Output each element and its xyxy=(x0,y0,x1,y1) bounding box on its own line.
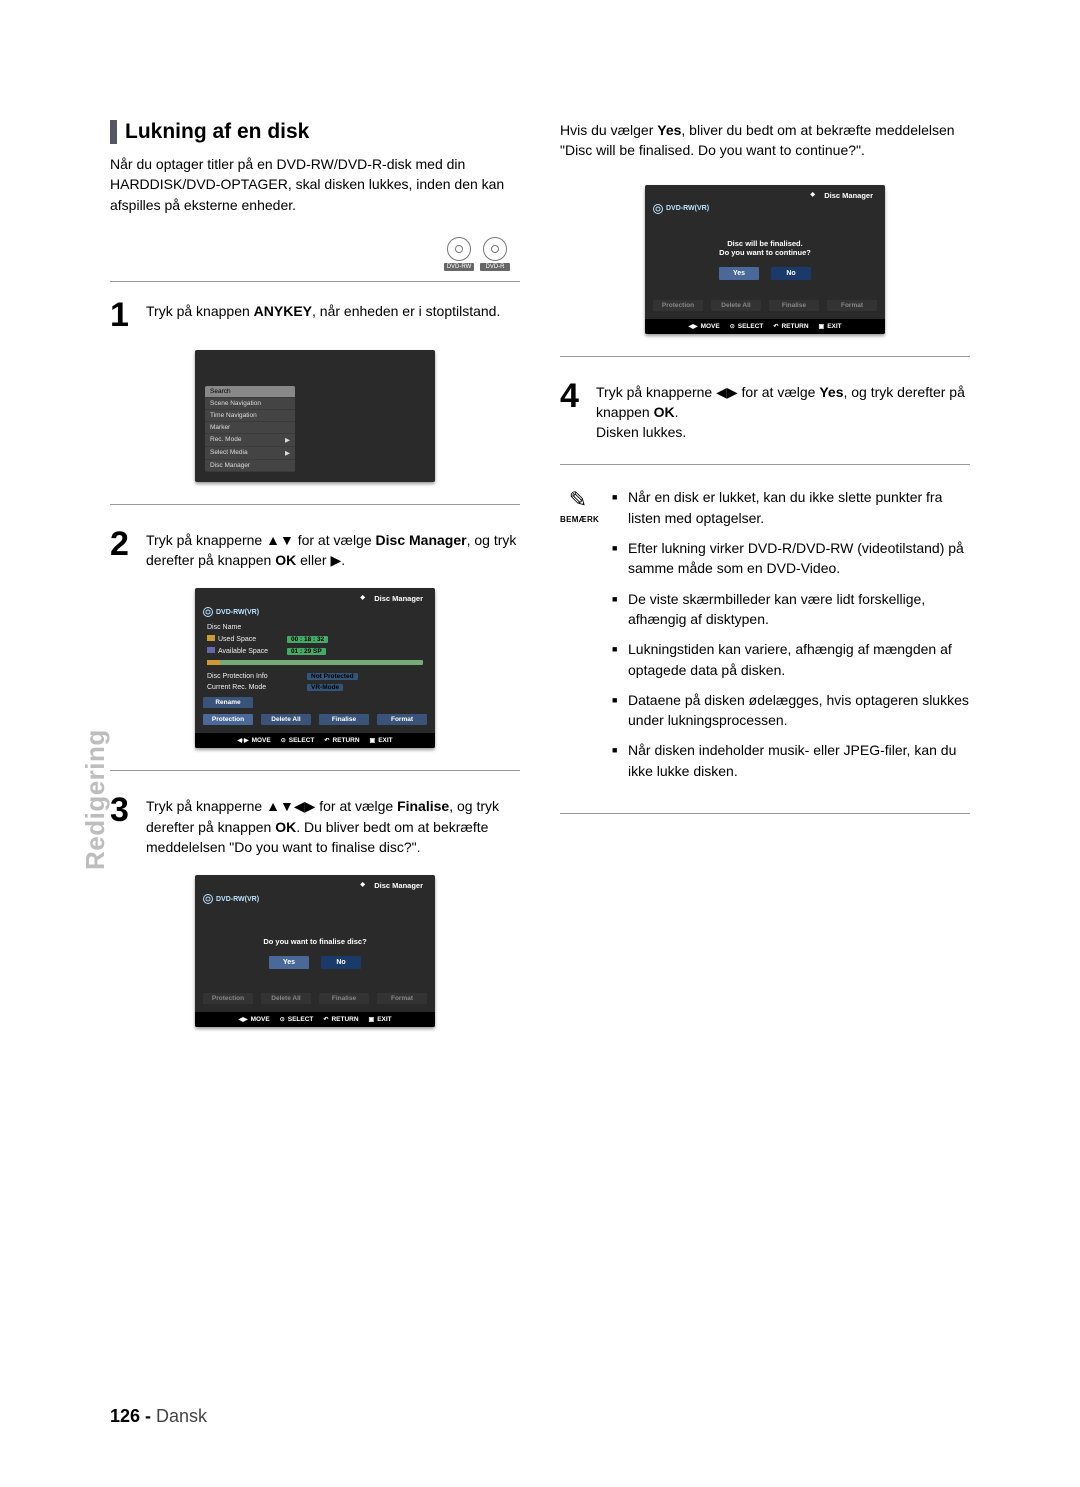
screen-title: Disc Manager xyxy=(203,594,427,603)
confirm-line2: Do you want to continue? xyxy=(653,248,877,257)
step-text: Tryk på knappen ANYKEY, når enheden er i… xyxy=(146,298,500,332)
note-item: Efter lukning virker DVD-R/DVD-RW (video… xyxy=(612,538,970,579)
finalise-button: Finalise xyxy=(769,300,819,311)
rule xyxy=(560,464,970,465)
note-item: De viste skærmbilleder kan være lidt for… xyxy=(612,589,970,630)
title-bar-icon xyxy=(110,120,117,144)
screen-hint-bar: ◀▶MOVE ⊙SELECT ↶RETURN ▣EXIT xyxy=(645,319,885,334)
step-text: Tryk på knapperne ▲▼◀▶ for at vælge Fina… xyxy=(146,793,520,857)
note-item: Når disken indeholder musik- eller JPEG-… xyxy=(612,740,970,781)
step-number: 3 xyxy=(110,793,134,857)
step-3: 3 Tryk på knapperne ▲▼◀▶ for at vælge Fi… xyxy=(110,793,520,857)
confirm-line1: Disc will be finalised. xyxy=(653,239,877,248)
rule xyxy=(560,813,970,814)
protection-button: Protection xyxy=(653,300,703,311)
disc-icon-row: DVD-RW DVD-R xyxy=(110,237,520,271)
screen-hint-bar: ◀·▶MOVE ⊙SELECT ↶RETURN ▣EXIT xyxy=(195,733,435,748)
rule xyxy=(110,770,520,771)
screen-disc-manager: Disc Manager DVD-RW(VR) Disc Name Used S… xyxy=(195,588,435,748)
left-column: Lukning af en disk Når du optager titler… xyxy=(110,120,520,1047)
finalise-button[interactable]: Finalise xyxy=(319,714,369,725)
disc-icon-dvdr: DVD-R xyxy=(480,237,510,271)
media-chip: DVD-RW(VR) xyxy=(203,607,259,617)
rule xyxy=(110,504,520,505)
space-bar xyxy=(207,660,423,665)
note-item: Når en disk er lukket, kan du ikke slett… xyxy=(612,487,970,528)
menu-item: Rec. Mode▶ xyxy=(205,434,295,447)
screen-confirm: Disc Manager DVD-RW(VR) Disc will be fin… xyxy=(645,185,885,334)
section-title: Lukning af en disk xyxy=(110,120,520,144)
no-button[interactable]: No xyxy=(771,267,811,280)
side-tab: Redigering xyxy=(80,729,111,870)
no-button[interactable]: No xyxy=(321,956,361,969)
rule xyxy=(110,281,520,282)
menu-item: Disc Manager xyxy=(205,460,295,472)
screen-anykey-menu: Search Scene Navigation Time Navigation … xyxy=(195,350,435,482)
finalise-button: Finalise xyxy=(319,993,369,1004)
step-number: 2 xyxy=(110,527,134,571)
step-text: Tryk på knapperne ◀▶ for at vælge Yes, o… xyxy=(596,379,970,443)
note-icon: ✎ xyxy=(560,487,596,513)
step-number: 4 xyxy=(560,379,584,443)
protection-button: Protection xyxy=(203,993,253,1004)
step-number: 1 xyxy=(110,298,134,332)
right-intro: Hvis du vælger Yes, bliver du bedt om at… xyxy=(560,120,970,161)
menu-item: Search xyxy=(205,386,295,398)
menu-item: Marker xyxy=(205,422,295,434)
format-button[interactable]: Format xyxy=(377,714,427,725)
delete-all-button[interactable]: Delete All xyxy=(261,714,311,725)
yes-button[interactable]: Yes xyxy=(719,267,759,280)
intro-text: Når du optager titler på en DVD-RW/DVD-R… xyxy=(110,154,520,215)
note-block: ✎ BEMÆRK Når en disk er lukket, kan du i… xyxy=(560,487,970,791)
media-chip: DVD-RW(VR) xyxy=(203,894,259,904)
note-item: Dataene på disken ødelægges, hvis optage… xyxy=(612,690,970,731)
step-1: 1 Tryk på knappen ANYKEY, når enheden er… xyxy=(110,298,520,332)
format-button: Format xyxy=(827,300,877,311)
protection-button[interactable]: Protection xyxy=(203,714,253,725)
yes-button[interactable]: Yes xyxy=(269,956,309,969)
rename-button[interactable]: Rename xyxy=(203,697,253,708)
step-4: 4 Tryk på knapperne ◀▶ for at vælge Yes,… xyxy=(560,379,970,443)
media-chip: DVD-RW(VR) xyxy=(653,204,709,214)
step-text: Tryk på knapperne ▲▼ for at vælge Disc M… xyxy=(146,527,520,571)
delete-all-button: Delete All xyxy=(261,993,311,1004)
page-number: 126 - Dansk xyxy=(110,1406,207,1427)
screen-title: Disc Manager xyxy=(653,191,877,200)
menu-item: Select Media▶ xyxy=(205,447,295,460)
note-item: Lukningstiden kan variere, afhængig af m… xyxy=(612,639,970,680)
screen-finalise-question: Disc Manager DVD-RW(VR) Do you want to f… xyxy=(195,875,435,1027)
rule xyxy=(560,356,970,357)
menu-item: Time Navigation xyxy=(205,410,295,422)
right-column: Hvis du vælger Yes, bliver du bedt om at… xyxy=(560,120,970,1047)
finalise-question: Do you want to finalise disc? xyxy=(203,937,427,946)
format-button: Format xyxy=(377,993,427,1004)
section-title-text: Lukning af en disk xyxy=(125,120,309,144)
anykey-menu-list: Search Scene Navigation Time Navigation … xyxy=(205,386,295,472)
disc-icon-dvdrw: DVD-RW xyxy=(444,237,474,271)
step-2: 2 Tryk på knapperne ▲▼ for at vælge Disc… xyxy=(110,527,520,571)
screen-title: Disc Manager xyxy=(203,881,427,890)
note-list: Når en disk er lukket, kan du ikke slett… xyxy=(612,487,970,791)
note-label: BEMÆRK xyxy=(560,515,596,524)
menu-item: Scene Navigation xyxy=(205,398,295,410)
delete-all-button: Delete All xyxy=(711,300,761,311)
screen-hint-bar: ◀▶MOVE ⊙SELECT ↶RETURN ▣EXIT xyxy=(195,1012,435,1027)
